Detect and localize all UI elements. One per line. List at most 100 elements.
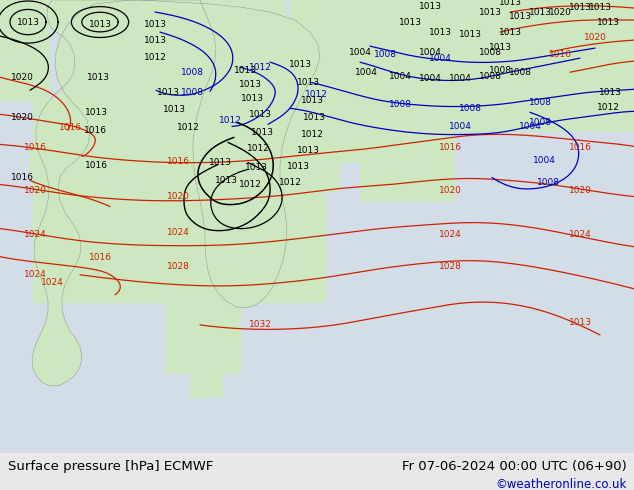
Text: 1012: 1012 bbox=[301, 130, 323, 139]
Text: Surface pressure [hPa] ECMWF: Surface pressure [hPa] ECMWF bbox=[8, 460, 213, 473]
Text: 1016: 1016 bbox=[84, 126, 107, 135]
Text: 1013: 1013 bbox=[418, 1, 441, 10]
Text: 1024: 1024 bbox=[439, 230, 462, 239]
Text: 1020: 1020 bbox=[11, 73, 34, 82]
Text: 1004: 1004 bbox=[449, 74, 472, 83]
Text: 1013: 1013 bbox=[86, 73, 110, 82]
Text: 1008: 1008 bbox=[479, 48, 501, 57]
Text: 1013: 1013 bbox=[297, 146, 320, 155]
Text: 1013: 1013 bbox=[157, 88, 179, 97]
Text: 1032: 1032 bbox=[249, 320, 271, 329]
Text: 1013: 1013 bbox=[240, 94, 264, 103]
Text: 1004: 1004 bbox=[429, 54, 451, 63]
Text: 1013: 1013 bbox=[233, 66, 257, 74]
Text: 1004: 1004 bbox=[519, 122, 541, 131]
Text: 1004: 1004 bbox=[449, 122, 472, 131]
Text: 1012: 1012 bbox=[238, 180, 261, 189]
Text: 1008: 1008 bbox=[373, 49, 396, 59]
Text: 1008: 1008 bbox=[479, 72, 501, 81]
Text: 1013: 1013 bbox=[89, 20, 112, 28]
Text: 1004: 1004 bbox=[418, 48, 441, 57]
Text: 1024: 1024 bbox=[23, 270, 46, 279]
Text: 1013: 1013 bbox=[529, 7, 552, 17]
Text: 1012: 1012 bbox=[176, 123, 200, 132]
Text: 1013: 1013 bbox=[249, 110, 271, 119]
Text: 1028: 1028 bbox=[167, 262, 190, 271]
Text: 1013: 1013 bbox=[287, 162, 309, 171]
Text: 1020: 1020 bbox=[569, 186, 592, 195]
Text: 1013: 1013 bbox=[458, 29, 481, 39]
Text: 1013: 1013 bbox=[162, 105, 186, 114]
Text: 1012: 1012 bbox=[219, 116, 242, 125]
Text: 1008: 1008 bbox=[529, 118, 552, 127]
Text: 1013: 1013 bbox=[238, 80, 261, 89]
Text: 1008: 1008 bbox=[181, 68, 204, 77]
Text: 1004: 1004 bbox=[389, 72, 411, 81]
Text: 1020: 1020 bbox=[23, 186, 46, 195]
Text: 1013: 1013 bbox=[498, 0, 522, 6]
Text: 1013: 1013 bbox=[588, 2, 612, 12]
Text: 1008: 1008 bbox=[458, 104, 481, 113]
Text: 1013: 1013 bbox=[598, 88, 621, 97]
Text: 1016: 1016 bbox=[84, 161, 108, 170]
Text: 1013: 1013 bbox=[508, 12, 531, 21]
Text: 1020: 1020 bbox=[548, 7, 571, 17]
Text: 1024: 1024 bbox=[569, 230, 592, 239]
Text: 1008: 1008 bbox=[389, 100, 411, 109]
Text: 1004: 1004 bbox=[354, 68, 377, 77]
Text: 1020: 1020 bbox=[167, 192, 190, 201]
Text: 1012: 1012 bbox=[278, 178, 301, 187]
Text: 1004: 1004 bbox=[349, 48, 372, 57]
Text: 1013: 1013 bbox=[214, 176, 238, 185]
Text: 1013: 1013 bbox=[569, 318, 592, 327]
Text: 1004: 1004 bbox=[418, 74, 441, 83]
Text: 1012: 1012 bbox=[249, 63, 271, 72]
Text: 1013: 1013 bbox=[498, 27, 522, 37]
Text: 1008: 1008 bbox=[181, 88, 204, 97]
Text: 1013: 1013 bbox=[479, 7, 501, 17]
Text: 1013: 1013 bbox=[569, 2, 592, 12]
Text: 1012: 1012 bbox=[304, 90, 327, 99]
Text: 1016: 1016 bbox=[89, 253, 112, 262]
Text: 1013: 1013 bbox=[143, 20, 167, 28]
Text: Fr 07-06-2024 00:00 UTC (06+90): Fr 07-06-2024 00:00 UTC (06+90) bbox=[402, 460, 626, 473]
Text: 1020: 1020 bbox=[583, 33, 607, 42]
Text: 1013: 1013 bbox=[597, 18, 619, 26]
Text: 1013: 1013 bbox=[297, 78, 320, 87]
Text: 1020: 1020 bbox=[11, 113, 34, 122]
Text: 1016: 1016 bbox=[23, 143, 46, 152]
Text: 1008: 1008 bbox=[508, 68, 531, 77]
Text: 1008: 1008 bbox=[536, 178, 559, 187]
Text: 1008: 1008 bbox=[529, 98, 552, 107]
Text: 1004: 1004 bbox=[533, 156, 555, 165]
Text: 1013: 1013 bbox=[489, 43, 512, 51]
Text: 1013: 1013 bbox=[245, 163, 268, 172]
Text: 1013: 1013 bbox=[302, 113, 325, 122]
Text: 1024: 1024 bbox=[23, 230, 46, 239]
Text: 1016: 1016 bbox=[167, 157, 190, 166]
Text: 1013: 1013 bbox=[16, 18, 39, 26]
Text: 1013: 1013 bbox=[301, 96, 323, 105]
Text: 1013: 1013 bbox=[429, 27, 451, 37]
Text: 1016: 1016 bbox=[58, 123, 82, 132]
Text: 1016: 1016 bbox=[569, 143, 592, 152]
Text: 1008: 1008 bbox=[489, 66, 512, 74]
Text: 1016: 1016 bbox=[439, 143, 462, 152]
Text: 1012: 1012 bbox=[597, 103, 619, 112]
Text: 1013: 1013 bbox=[399, 18, 422, 26]
Text: 1012: 1012 bbox=[143, 52, 167, 62]
Text: 1012: 1012 bbox=[247, 144, 269, 153]
Text: 1013: 1013 bbox=[84, 108, 108, 117]
Polygon shape bbox=[32, 0, 320, 386]
Text: 1020: 1020 bbox=[439, 186, 462, 195]
Text: 1024: 1024 bbox=[167, 228, 190, 237]
Text: 1013: 1013 bbox=[250, 128, 273, 137]
Text: ©weatheronline.co.uk: ©weatheronline.co.uk bbox=[495, 478, 626, 490]
Text: 1013: 1013 bbox=[143, 36, 167, 45]
Text: 1024: 1024 bbox=[41, 278, 63, 287]
Text: 1013: 1013 bbox=[288, 60, 311, 69]
Text: 1016: 1016 bbox=[11, 173, 34, 182]
Text: 1028: 1028 bbox=[439, 262, 462, 271]
Text: 1013: 1013 bbox=[209, 158, 231, 167]
Text: 1016: 1016 bbox=[548, 49, 571, 59]
